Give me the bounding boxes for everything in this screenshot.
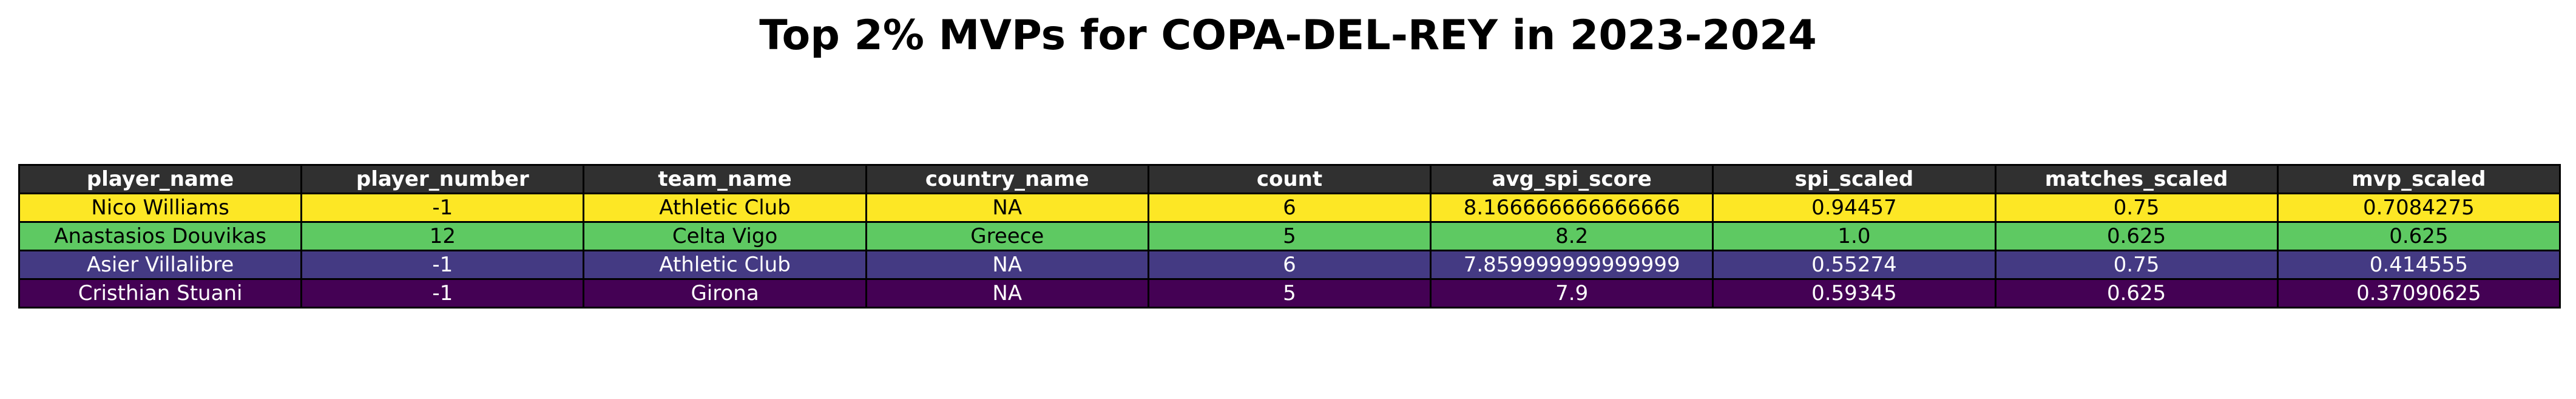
cell-player-name: Anastasios Douvikas [18, 221, 303, 251]
chart-title: Top 2% MVPs for COPA-DEL-REY in 2023-202… [759, 12, 1817, 60]
column-header-country-name: country_name [865, 164, 1149, 194]
column-header-spi-scaled: spi_scaled [1712, 164, 1996, 194]
cell-spi-scaled: 1.0 [1712, 221, 1996, 251]
cell-spi-scaled: 0.55274 [1712, 250, 1996, 280]
cell-player-name: Asier Villalibre [18, 250, 303, 280]
cell-player-name: Cristhian Stuani [18, 278, 303, 309]
cell-team-name: Athletic Club [583, 193, 867, 223]
cell-matches-scaled: 0.75 [1994, 250, 2279, 280]
cell-spi-scaled: 0.59345 [1712, 278, 1996, 309]
column-header-matches-scaled: matches_scaled [1994, 164, 2279, 194]
cell-avg-spi-score: 7.859999999999999 [1430, 250, 1714, 280]
cell-mvp-scaled: 0.414555 [2276, 250, 2561, 280]
cell-matches-scaled: 0.625 [1994, 221, 2279, 251]
cell-count: 6 [1147, 250, 1432, 280]
cell-avg-spi-score: 8.166666666666666 [1430, 193, 1714, 223]
cell-player-number: -1 [300, 250, 585, 280]
cell-team-name: Girona [583, 278, 867, 309]
column-header-player-name: player_name [18, 164, 303, 194]
cell-matches-scaled: 0.625 [1994, 278, 2279, 309]
cell-player-number: -1 [300, 278, 585, 309]
column-header-mvp-scaled: mvp_scaled [2276, 164, 2561, 194]
cell-count: 5 [1147, 221, 1432, 251]
cell-country-name: NA [865, 193, 1149, 223]
cell-avg-spi-score: 7.9 [1430, 278, 1714, 309]
mvp-table: player_name player_number team_name country… [18, 164, 2561, 309]
cell-team-name: Athletic Club [583, 250, 867, 280]
cell-player-number: -1 [300, 193, 585, 223]
column-header-player-number: player_number [300, 164, 585, 194]
mvp-table-container: player_name player_number team_name country… [18, 164, 2561, 309]
cell-mvp-scaled: 0.625 [2276, 221, 2561, 251]
cell-count: 6 [1147, 193, 1432, 223]
cell-mvp-scaled: 0.37090625 [2276, 278, 2561, 309]
cell-country-name: NA [865, 278, 1149, 309]
table-row: Asier Villalibre -1 Athletic Club NA 6 7.8599… [18, 250, 2561, 280]
cell-mvp-scaled: 0.7084275 [2276, 193, 2561, 223]
cell-country-name: Greece [865, 221, 1149, 251]
cell-player-name: Nico Williams [18, 193, 303, 223]
table-row: Anastasios Douvikas 12 Celta Vigo Greece 5 8.… [18, 221, 2561, 251]
cell-country-name: NA [865, 250, 1149, 280]
table-header-row: player_name player_number team_name country… [18, 164, 2561, 194]
cell-team-name: Celta Vigo [583, 221, 867, 251]
table-row: Cristhian Stuani -1 Girona NA 5 7.9 0.59345 0.6… [18, 278, 2561, 309]
column-header-team-name: team_name [583, 164, 867, 194]
cell-avg-spi-score: 8.2 [1430, 221, 1714, 251]
cell-matches-scaled: 0.75 [1994, 193, 2279, 223]
cell-spi-scaled: 0.94457 [1712, 193, 1996, 223]
column-header-count: count [1147, 164, 1432, 194]
cell-count: 5 [1147, 278, 1432, 309]
column-header-avg-spi-score: avg_spi_score [1430, 164, 1714, 194]
table-row: Nico Williams -1 Athletic Club NA 6 8.1666666… [18, 193, 2561, 223]
cell-player-number: 12 [300, 221, 585, 251]
table-body: Nico Williams -1 Athletic Club NA 6 8.1666666… [18, 193, 2561, 309]
